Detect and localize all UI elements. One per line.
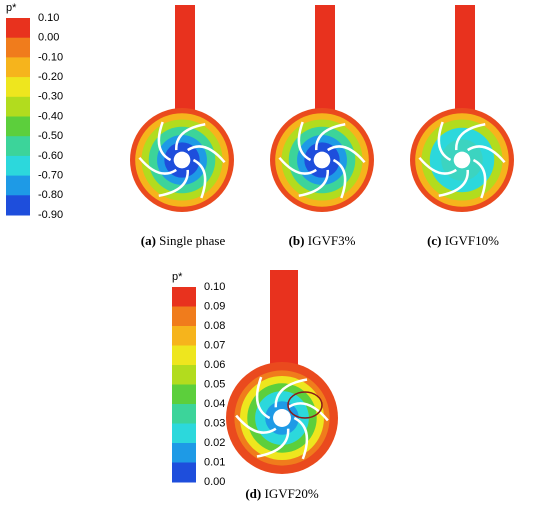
caption-tag: (c) [427,233,441,248]
impeller-blade [287,402,329,422]
outlet-pipe [315,5,335,118]
colorbar-label: 0.04 [204,398,225,410]
caption-tag: (b) [289,233,305,248]
impeller-blade [418,156,457,175]
outlet-pipe [175,5,195,118]
caption-tag: (a) [141,233,156,248]
impeller-blade [187,145,226,164]
hub [313,151,331,169]
colorbar-label: -0.40 [38,110,63,122]
caption-text: IGVF10% [445,233,499,248]
colorbar-band [6,37,30,58]
colorbar-band [6,57,30,78]
colorbar-label: -0.10 [38,51,63,63]
caption: (a) Single phase [141,233,226,248]
caption: (b) IGVF3% [289,233,356,248]
colorbar-label: 0.07 [204,339,225,351]
colorbar-label: 0.10 [204,281,225,293]
impeller-blade [255,376,271,420]
impeller-blade [315,123,346,151]
impeller-blade [467,145,506,164]
colorbar-title: p* [6,2,17,14]
colorbar-label: -0.60 [38,150,63,162]
colorbar-band [172,423,196,444]
colorbar-band [172,287,196,307]
caption-tag: (d) [245,486,261,501]
colorbar-label: -0.80 [38,189,63,201]
impeller-blade [327,145,366,164]
colorbar-title: p* [172,271,183,283]
impeller-blade [235,414,277,434]
colorbar-band [6,155,30,177]
impeller-blade [293,416,309,460]
colorbar-band [172,306,196,327]
colorbar-label: -0.20 [38,71,63,83]
colorbar-label: 0.08 [204,320,225,332]
colorbar-band [6,136,30,157]
colorbar-label: 0.10 [38,12,59,24]
colorbar-label: 0.05 [204,378,225,390]
colorbar-band [172,384,196,405]
colorbar-label: 0.03 [204,417,225,429]
impeller-blade [298,169,329,197]
colorbar-band [172,462,196,483]
outlet-pipe [455,5,475,118]
caption: (d) IGVF20% [245,486,318,501]
colorbar-band [172,326,196,346]
impeller-blade [455,123,486,151]
colorbar-label: -0.70 [38,170,63,182]
impeller-blade [332,158,347,199]
caption-text: Single phase [159,233,225,248]
colorbar-label: -0.90 [38,209,63,221]
colorbar-label: 0.01 [204,456,225,468]
colorbar-band [172,345,196,366]
impeller-blade [158,169,189,197]
colorbar-label: -0.30 [38,91,63,103]
colorbar-label: 0.06 [204,359,225,371]
colorbar-band [6,18,30,39]
colorbar-label: 0.02 [204,437,225,449]
colorbar-band [6,175,30,196]
colorbar-band [6,116,30,137]
impeller-blade [437,121,452,162]
impeller-blade [274,378,308,408]
colorbar-label: -0.50 [38,130,63,142]
impeller-blade [278,156,317,175]
colorbar-band [6,195,30,216]
hub [173,151,191,169]
colorbar-band [172,365,196,385]
hub [273,409,291,427]
colorbar-band [6,96,30,117]
colorbar-label: 0.00 [38,32,59,44]
colorbar-band [172,443,196,463]
colorbar-band [6,77,30,98]
impeller-blade [297,121,312,162]
outlet-pipe [270,270,298,372]
impeller-blade [472,158,487,199]
impeller-blade [138,156,177,175]
impeller-blade [157,121,172,162]
colorbar-label: 0.00 [204,476,225,488]
impeller-blade [438,169,469,197]
colorbar-label: 0.09 [204,300,225,312]
highlight-circle [287,391,323,419]
caption: (c) IGVF10% [427,233,499,248]
impeller-blade [256,428,290,458]
impeller-blade [175,123,206,151]
colorbar-band [172,404,196,424]
impeller-blade [192,158,207,199]
caption-text: IGVF20% [264,486,318,501]
hub [453,151,471,169]
caption-text: IGVF3% [308,233,356,248]
